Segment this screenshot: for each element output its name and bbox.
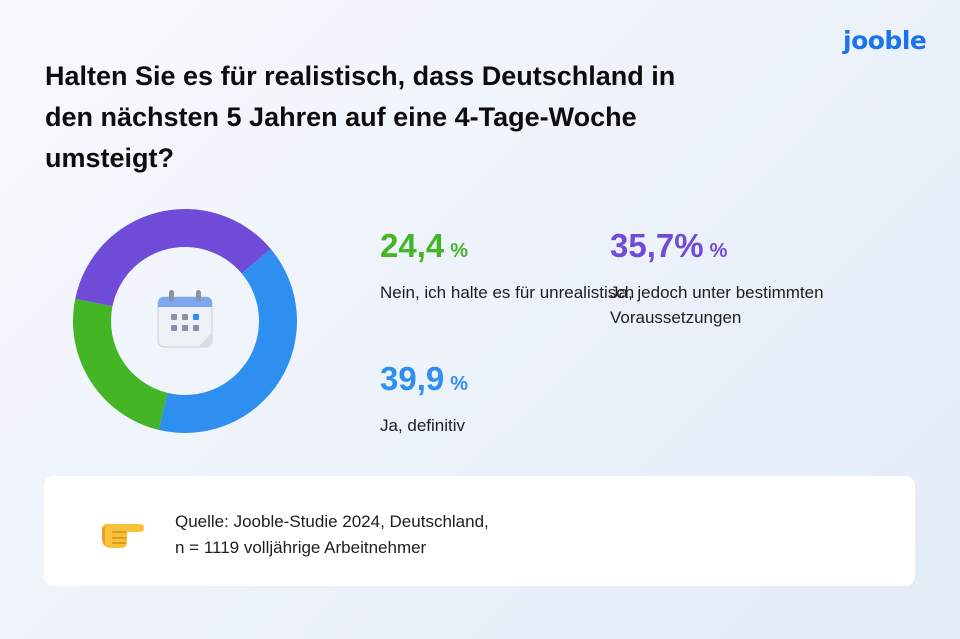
stat-label: Ja, jedoch unter bestimmten Voraussetzun… — [610, 283, 824, 327]
stat-label: Ja, definitiv — [380, 416, 466, 435]
source-line-1: Quelle: Jooble-Studie 2024, Deutschland, — [175, 512, 489, 531]
stat-ja-bedingt: 35,7%% Ja, jedoch unter bestimmten Vorau… — [610, 228, 880, 330]
stat-value: 35,7%% — [610, 227, 728, 264]
donut-slice-1 — [158, 249, 297, 433]
donut-chart — [73, 209, 297, 433]
jooble-logo: jooble — [843, 26, 927, 55]
source-line-2: n = 1119 volljährige Arbeitnehmer — [175, 538, 427, 557]
source-card: Quelle: Jooble-Studie 2024, Deutschland,… — [44, 476, 915, 586]
stat-label: Nein, ich halte es für unrealistisch — [380, 283, 635, 302]
calendar-icon — [157, 290, 213, 348]
stat-value: 24,4% — [380, 227, 469, 264]
stat-ja-definitiv: 39,9% Ja, definitiv — [380, 361, 650, 438]
donut-slice-3 — [75, 209, 271, 307]
pointing-hand-icon — [102, 524, 144, 548]
page-title: Halten Sie es für realistisch, dass Deut… — [45, 61, 676, 173]
stat-value: 39,9% — [380, 360, 469, 397]
stat-nein: 24,4% Nein, ich halte es für unrealistis… — [380, 228, 650, 305]
donut-slice-2 — [73, 298, 168, 430]
source-text: Quelle: Jooble-Studie 2024, Deutschland,… — [175, 509, 489, 561]
